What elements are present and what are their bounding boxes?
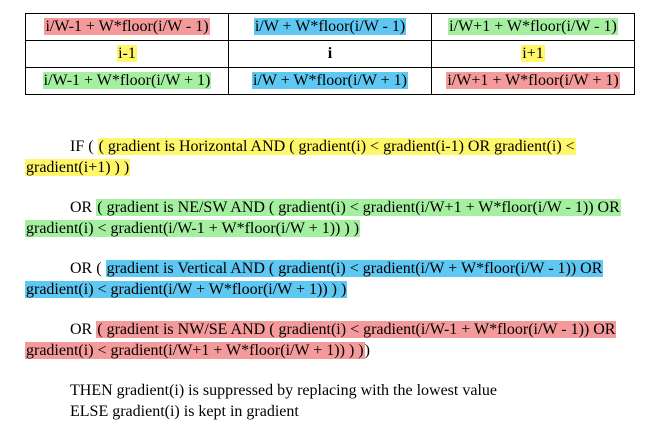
condition-highlight: ( gradient is Horizontal AND ( gradient(… [25, 138, 576, 176]
cell-bottom-right: i/W+1 + W*floor(i/W + 1) [431, 67, 635, 95]
table-row-bottom: i/W-1 + W*floor(i/W + 1) i/W + W*floor(i… [25, 67, 635, 95]
cell-text: i/W+1 + W*floor(i/W + 1) [446, 72, 620, 89]
condition-prefix: OR [70, 199, 97, 216]
cell-text: i/W-1 + W*floor(i/W - 1) [44, 18, 210, 35]
cell-text: i/W+1 + W*floor(i/W - 1) [448, 18, 618, 35]
condition-prefix: IF ( [70, 138, 98, 155]
then-clause: THEN gradient(i) is suppressed by replac… [70, 382, 497, 399]
condition-horizontal: IF ( ( gradient is Horizontal AND ( grad… [25, 136, 634, 178]
condition-highlight: ( gradient is NE/SW AND ( gradient(i) < … [25, 199, 621, 237]
cell-text: i+1 [521, 45, 545, 62]
else-clause: ELSE gradient(i) is kept in gradient [70, 403, 299, 420]
cell-top-right: i/W+1 + W*floor(i/W - 1) [431, 13, 635, 41]
cell-text: i-1 [117, 45, 137, 62]
cell-top-left: i/W-1 + W*floor(i/W - 1) [25, 13, 229, 41]
cell-text: i/W + W*floor(i/W + 1) [251, 72, 409, 89]
cell-middle-left: i-1 [25, 40, 229, 68]
cell-bottom-center: i/W + W*floor(i/W + 1) [228, 67, 432, 95]
cell-text: i/W-1 + W*floor(i/W + 1) [42, 72, 212, 89]
condition-prefix: OR [70, 321, 97, 338]
condition-suffix: ) [364, 342, 370, 359]
neighbor-index-table: i/W-1 + W*floor(i/W - 1) i/W + W*floor(i… [25, 13, 635, 95]
cell-middle-right: i+1 [431, 40, 635, 68]
cell-top-center: i/W + W*floor(i/W - 1) [228, 13, 432, 41]
condition-ne-sw: OR ( gradient is NE/SW AND ( gradient(i)… [25, 197, 634, 239]
condition-nw-se: OR ( gradient is NW/SE AND ( gradient(i)… [25, 319, 634, 361]
cell-text: i/W + W*floor(i/W - 1) [253, 18, 407, 35]
condition-highlight: gradient is Vertical AND ( gradient(i) <… [25, 260, 604, 298]
cell-bottom-left: i/W-1 + W*floor(i/W + 1) [25, 67, 229, 95]
table-row-middle: i-1 i i+1 [25, 40, 635, 68]
cell-text: i [327, 45, 333, 62]
condition-highlight: ( gradient is NW/SE AND ( gradient(i) < … [25, 321, 617, 359]
cell-center: i [228, 40, 432, 68]
condition-prefix: OR ( [70, 260, 106, 277]
table-row-top: i/W-1 + W*floor(i/W - 1) i/W + W*floor(i… [25, 13, 635, 41]
condition-vertical: OR ( gradient is Vertical AND ( gradient… [25, 258, 634, 300]
